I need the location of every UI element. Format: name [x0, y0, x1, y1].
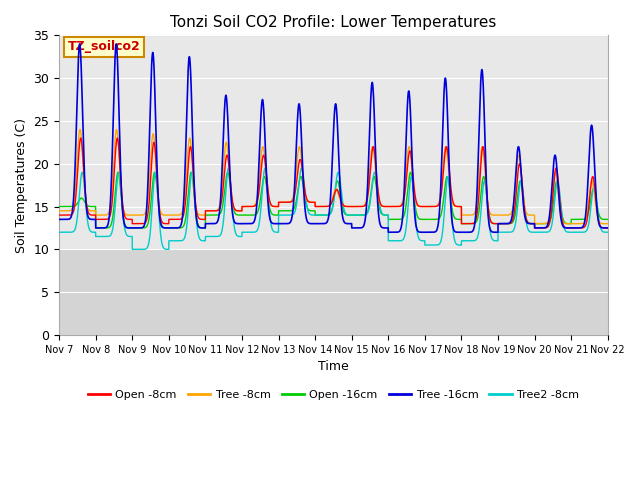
X-axis label: Time: Time — [318, 360, 349, 373]
Bar — [59, 249, 608, 335]
Title: Tonzi Soil CO2 Profile: Lower Temperatures: Tonzi Soil CO2 Profile: Lower Temperatur… — [170, 15, 497, 30]
Y-axis label: Soil Temperatures (C): Soil Temperatures (C) — [15, 118, 28, 252]
Text: TZ_soilco2: TZ_soilco2 — [67, 40, 140, 53]
Legend: Open -8cm, Tree -8cm, Open -16cm, Tree -16cm, Tree2 -8cm: Open -8cm, Tree -8cm, Open -16cm, Tree -… — [83, 385, 584, 404]
